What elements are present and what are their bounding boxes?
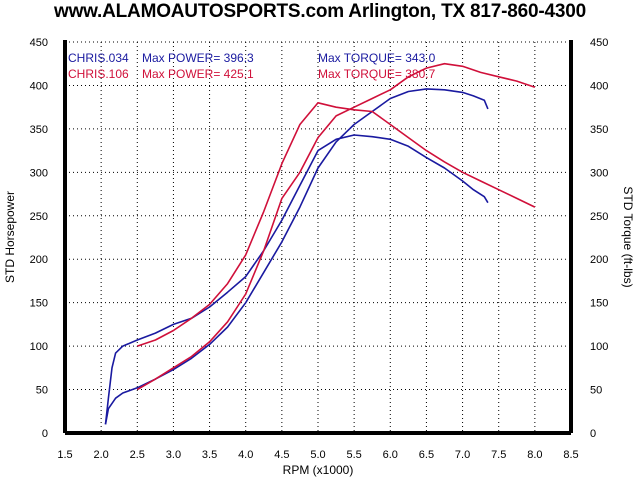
x-axis-label: RPM (x1000) xyxy=(283,463,354,477)
x-tick-label: 2.0 xyxy=(93,449,108,461)
x-tick-label: 5.0 xyxy=(310,449,325,461)
y2-tick-label: 400 xyxy=(590,80,608,92)
y-tick-label: 150 xyxy=(30,298,48,310)
y2-axis-label: STD Torque (ft-lbs) xyxy=(621,186,635,287)
y-tick-label: 100 xyxy=(30,341,48,353)
y-tick-label: 200 xyxy=(30,254,48,266)
legend-run-name: CHRIS.034 xyxy=(68,51,129,65)
y2-tick-label: 450 xyxy=(590,37,608,49)
x-tick-label: 6.0 xyxy=(383,449,398,461)
y2-tick-label: 100 xyxy=(590,341,608,353)
y-tick-label: 250 xyxy=(30,211,48,223)
y2-tick-label: 50 xyxy=(590,385,602,397)
series-line-chris-106-torque xyxy=(137,102,536,347)
x-tick-label: 6.5 xyxy=(419,449,434,461)
y2-tick-label: 350 xyxy=(590,124,608,136)
y2-tick-label: 0 xyxy=(590,428,596,440)
y2-tick-label: 300 xyxy=(590,167,608,179)
page-title: www.ALAMOAUTOSPORTS.com Arlington, TX 81… xyxy=(54,1,586,22)
tick-labels: 1.5 2.0 2.5 3.0 3.5 4.0 4.5 5.0 5.5 6.0 6.5 7.0 7.5 8… xyxy=(30,37,609,461)
series-line-chris-034-power xyxy=(104,88,489,425)
y-tick-label: 350 xyxy=(30,124,48,136)
y-tick-label: 300 xyxy=(30,167,48,179)
x-tick-label: 7.0 xyxy=(455,449,470,461)
legend-max-power: Max POWER= 396.3 xyxy=(142,51,254,65)
y-tick-label: 400 xyxy=(30,80,48,92)
y2-tick-label: 250 xyxy=(590,211,608,223)
x-tick-label: 8.5 xyxy=(563,449,578,461)
series-line-chris-034-torque xyxy=(104,134,489,425)
y2-tick-label: 200 xyxy=(590,254,608,266)
x-tick-label: 8.0 xyxy=(527,449,542,461)
legend-max-torque: Max TORQUE= 343.0 xyxy=(318,51,436,65)
x-tick-label: 2.5 xyxy=(130,449,145,461)
x-tick-label: 4.0 xyxy=(238,449,253,461)
x-tick-label: 5.5 xyxy=(346,449,361,461)
series-group xyxy=(104,62,536,425)
x-tick-label: 1.5 xyxy=(57,449,72,461)
legend: CHRIS.034 Max POWER= 396.3 Max TORQUE= 343… xyxy=(68,51,436,81)
x-tick-label: 3.5 xyxy=(202,449,217,461)
x-tick-label: 7.5 xyxy=(491,449,506,461)
y-tick-label: 450 xyxy=(30,37,48,49)
x-tick-label: 4.5 xyxy=(274,449,289,461)
series-line-chris-106-power xyxy=(136,62,536,391)
y-axis-label: STD Horsepower xyxy=(3,191,17,283)
legend-max-torque: Max TORQUE= 380.7 xyxy=(318,67,436,81)
y-tick-label: 50 xyxy=(36,385,48,397)
legend-max-power: Max POWER= 425.1 xyxy=(142,67,254,81)
y2-tick-label: 150 xyxy=(590,298,608,310)
axes xyxy=(63,40,573,435)
x-tick-label: 3.0 xyxy=(166,449,181,461)
y-tick-label: 0 xyxy=(42,428,48,440)
legend-run-name: CHRIS.106 xyxy=(68,67,129,81)
